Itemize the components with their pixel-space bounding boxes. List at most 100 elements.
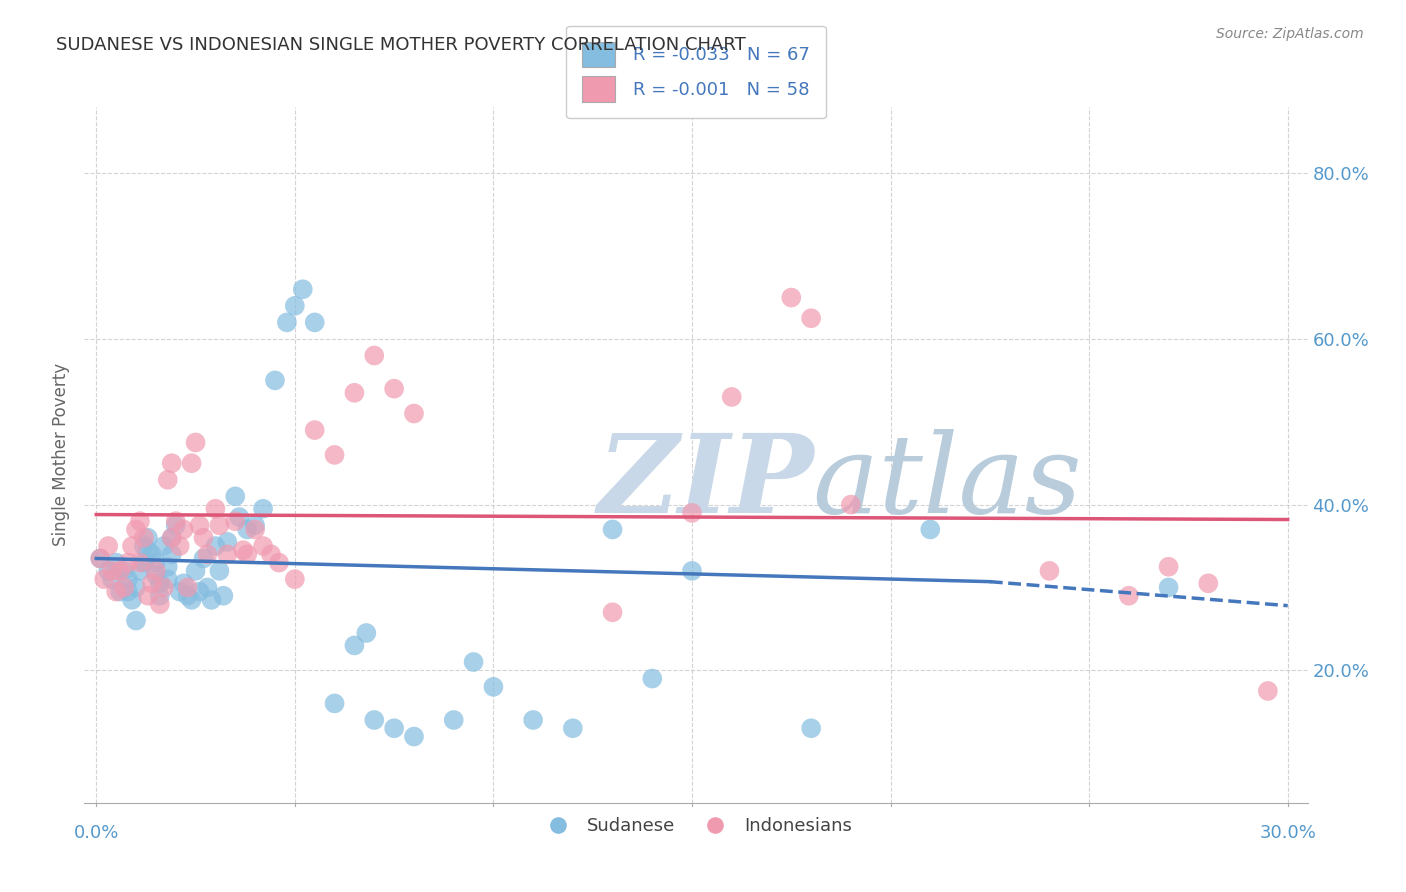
Point (132, 539, 155, 553)
Point (681, 564, 703, 578)
Point (232, 543, 254, 558)
Point (382, 382, 405, 396)
Point (117, 572, 139, 586)
Text: 30.0%: 30.0% (1260, 823, 1316, 841)
Point (236, 547, 259, 561)
Y-axis label: Single Mother Poverty: Single Mother Poverty (52, 363, 70, 547)
Text: SUDANESE VS INDONESIAN SINGLE MOTHER POVERTY CORRELATION CHART: SUDANESE VS INDONESIAN SINGLE MOTHER POV… (56, 36, 747, 54)
Point (176, 581, 198, 595)
Point (224, 514, 246, 528)
Point (402, 407, 425, 421)
Point (276, 315, 298, 329)
Point (165, 514, 187, 528)
Point (173, 523, 195, 537)
Point (193, 531, 215, 545)
Point (101, 564, 124, 578)
Point (93, 572, 115, 586)
Point (197, 581, 219, 595)
Point (780, 291, 803, 305)
Point (169, 539, 191, 553)
Point (641, 672, 664, 686)
Point (236, 523, 259, 537)
Point (160, 456, 183, 470)
Point (97, 539, 120, 553)
Point (382, 721, 405, 735)
Point (1197, 576, 1219, 591)
Point (136, 543, 159, 558)
Point (217, 547, 239, 561)
Point (160, 531, 183, 545)
Point (149, 576, 172, 591)
Point (156, 473, 179, 487)
Point (132, 556, 155, 570)
Point (343, 385, 366, 400)
Point (197, 547, 219, 561)
Point (160, 547, 183, 561)
Point (200, 592, 222, 607)
Point (304, 423, 326, 437)
Point (112, 564, 135, 578)
Point (176, 589, 198, 603)
Point (522, 713, 544, 727)
Point (720, 390, 742, 404)
Point (173, 576, 195, 591)
Text: Source: ZipAtlas.com: Source: ZipAtlas.com (1216, 27, 1364, 41)
Point (105, 584, 128, 599)
Point (129, 514, 152, 528)
Point (243, 518, 266, 533)
Point (839, 498, 862, 512)
Point (463, 655, 485, 669)
Point (291, 282, 314, 296)
Point (180, 456, 202, 470)
Point (117, 556, 139, 570)
Text: ZIP: ZIP (598, 429, 814, 536)
Point (1038, 564, 1060, 578)
Point (184, 564, 207, 578)
Point (681, 506, 703, 520)
Point (267, 556, 290, 570)
Point (149, 589, 172, 603)
Point (105, 556, 128, 570)
Point (402, 730, 425, 744)
Point (89, 551, 111, 566)
Point (304, 315, 326, 329)
Point (800, 721, 823, 735)
Point (156, 572, 179, 586)
Point (208, 518, 231, 533)
Point (121, 539, 143, 553)
Point (141, 547, 163, 561)
Point (800, 311, 823, 326)
Point (260, 547, 283, 561)
Point (561, 721, 583, 735)
Point (180, 592, 202, 607)
Point (145, 564, 167, 578)
Legend: Sudanese, Indonesians: Sudanese, Indonesians (533, 810, 859, 842)
Point (136, 531, 159, 545)
Point (363, 349, 385, 363)
Point (264, 373, 287, 387)
Point (356, 626, 378, 640)
Point (204, 539, 226, 553)
Point (112, 581, 135, 595)
Point (125, 523, 148, 537)
Point (117, 584, 139, 599)
Point (145, 556, 167, 570)
Point (125, 614, 148, 628)
Point (284, 299, 307, 313)
Point (152, 581, 174, 595)
Point (1157, 581, 1180, 595)
Point (188, 584, 211, 599)
Point (152, 539, 174, 553)
Point (212, 589, 235, 603)
Point (228, 510, 250, 524)
Point (1157, 559, 1180, 574)
Point (443, 713, 465, 727)
Point (156, 559, 179, 574)
Point (602, 523, 624, 537)
Point (184, 435, 207, 450)
Point (323, 697, 346, 711)
Text: atlas: atlas (813, 429, 1081, 536)
Point (217, 534, 239, 549)
Point (193, 551, 215, 566)
Point (160, 531, 183, 545)
